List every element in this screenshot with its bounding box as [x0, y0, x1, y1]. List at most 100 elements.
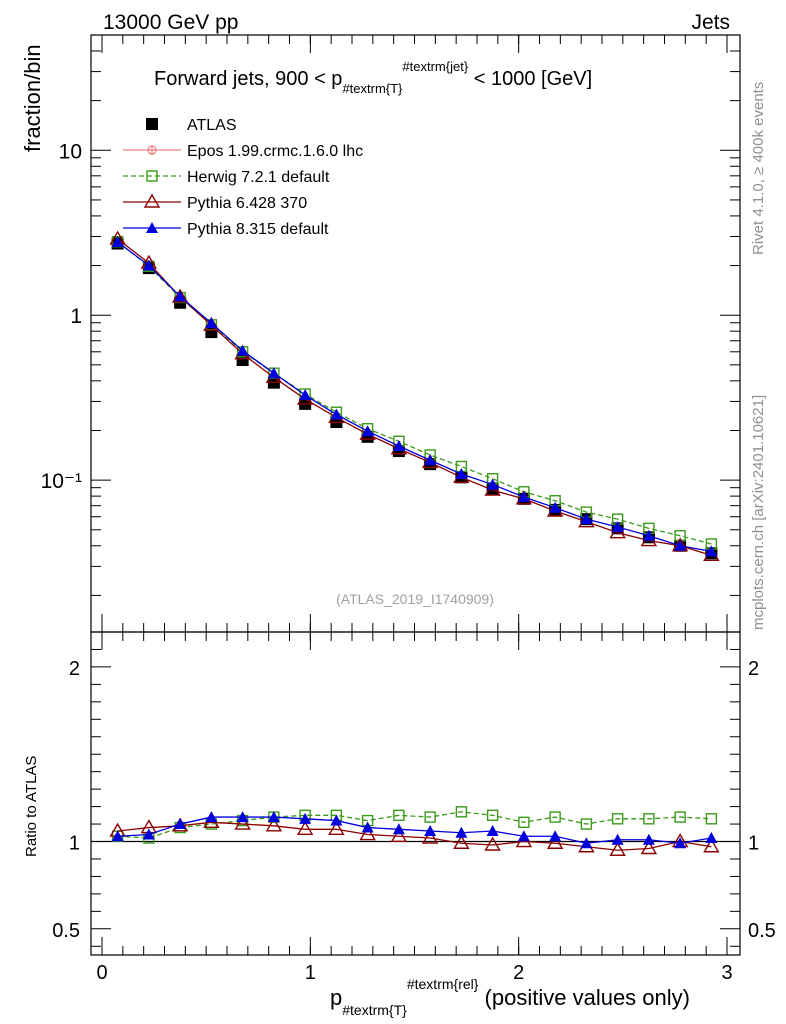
herwig-ratio-point — [518, 816, 530, 829]
pythia8-ratio-point — [299, 812, 312, 824]
pythia8-data-point — [267, 367, 280, 379]
x-tick-label: 2 — [513, 962, 524, 984]
pythia8-ratio-point — [517, 830, 530, 842]
pythia8-data-point — [299, 389, 312, 401]
herwig-ratio-point — [674, 811, 686, 823]
ratio-tick-label-left: 2 — [69, 658, 80, 680]
pythia8-ratio-point — [549, 830, 562, 842]
ratio-tick-label-right: 2 — [748, 658, 759, 680]
herwig-ratio-point — [549, 811, 561, 823]
pythia6-ratio-point — [359, 826, 376, 841]
legend-label-pythia6: Pythia 6.428 370 — [187, 195, 307, 212]
pythia8-ratio-point — [486, 825, 499, 837]
legend-label-herwig: Herwig 7.2.1 default — [187, 169, 330, 186]
y-tick-label: 10⁻¹ — [41, 470, 82, 493]
pythia8-data-point — [674, 539, 687, 551]
pythia6-data-point — [171, 288, 189, 303]
pythia8-ratio-point — [142, 828, 155, 840]
legend-label-pythia8: Pythia 8.315 default — [187, 221, 329, 238]
pythia6-ratio-point — [640, 840, 658, 855]
legend-marker-pythia6 — [143, 193, 161, 208]
pythia8-ratio-point — [392, 823, 405, 835]
pythia6-ratio-point — [328, 820, 345, 835]
legend-marker-herwig — [146, 170, 158, 182]
pythia8-data-point — [455, 467, 468, 479]
pythia8-data-point — [486, 478, 499, 490]
legend-label-epos: Epos 1.99.crmc.1.6.0 lhc — [187, 143, 363, 160]
pythia8-ratio-point — [205, 811, 218, 823]
legend-label-atlas: ATLAS — [187, 117, 237, 134]
legend: ATLAS Epos 1.99.crmc.1.6.0 lhc Herwig 7.2.… — [123, 117, 363, 238]
pythia8-ratio-line — [117, 816, 712, 844]
legend-marker-atlas — [146, 118, 158, 130]
pythia8-ratio-point — [674, 837, 687, 849]
x-tick-label: 0 — [96, 962, 107, 984]
header-energy: 13000 GeV pp — [103, 11, 238, 34]
pythia8-data-point — [392, 440, 405, 452]
pythia8-data-point — [142, 259, 155, 271]
ratio-tick-label-right: 0.5 — [748, 920, 776, 942]
rivet-version-label: Rivet 4.1.0, ≥ 400k events — [750, 82, 767, 255]
x-axis-label: p#textrm{T}#textrm{rel} (positive values… — [330, 976, 690, 1018]
pythia8-ratio-point — [236, 811, 249, 823]
pythia6-series-line — [117, 238, 712, 556]
ratio-tick-label-left: 0.5 — [52, 920, 80, 942]
x-tick-label: 1 — [305, 962, 316, 984]
pythia8-ratio-point — [424, 825, 437, 837]
pythia8-data-point — [174, 290, 187, 302]
pythia8-data-point — [705, 545, 718, 557]
pythia8-data-point — [517, 491, 530, 503]
herwig-ratio-point — [705, 813, 718, 825]
pythia8-ratio-point — [111, 830, 124, 842]
y-tick-label: 1 — [70, 305, 82, 328]
herwig-ratio-point — [486, 809, 499, 822]
pythia8-data-point — [611, 520, 624, 532]
pythia8-data-point — [205, 317, 218, 329]
pythia8-data-point — [330, 408, 343, 420]
ratio-tick-label-right: 1 — [748, 833, 759, 855]
pythia8-ratio-point — [611, 833, 624, 845]
ratio-tick-label-left: 1 — [69, 833, 80, 855]
pythia8-data-point — [424, 454, 437, 466]
axis-ticks: 0 1 2 3 10⁻¹ 1 10 0.5 0.5 1 1 2 2 — [41, 34, 776, 984]
x-tick-label: 3 — [721, 962, 732, 984]
pythia6-ratio-point — [703, 838, 720, 853]
header-category: Jets — [691, 11, 730, 34]
herwig-ratio-point — [580, 818, 593, 830]
herwig-ratio-point — [611, 813, 624, 825]
pythia8-data-point — [642, 529, 655, 541]
pythia6-ratio-point — [453, 834, 470, 849]
herwig-ratio-point — [455, 806, 468, 818]
pythia8-ratio-point — [330, 814, 343, 826]
analysis-id-label: (ATLAS_2019_I1740909) — [336, 591, 494, 607]
pythia8-data-point — [236, 344, 249, 356]
ratio-plot-frame — [90, 631, 741, 956]
pythia8-ratio-point — [267, 811, 280, 823]
pythia6-ratio-point — [484, 836, 501, 851]
ratio-y-axis-label: Ratio to ATLAS — [23, 756, 40, 857]
herwig-ratio-point — [393, 809, 405, 822]
pythia8-ratio-point — [455, 826, 468, 838]
pythia6-ratio-point — [265, 817, 283, 832]
pythia6-ratio-point — [546, 834, 564, 849]
y-tick-label: 10 — [59, 140, 82, 163]
pythia6-ratio-point — [390, 827, 408, 842]
pythia6-ratio-point — [609, 841, 626, 856]
ratio-series — [109, 806, 720, 856]
pythia6-ratio-point — [234, 815, 251, 830]
pythia8-series-line — [117, 241, 712, 552]
herwig-ratio-point — [643, 813, 655, 825]
legend-marker-pythia8 — [146, 222, 158, 233]
pythia6-ratio-point — [296, 820, 314, 835]
y-axis-label: fraction/bin — [20, 44, 45, 152]
pythia8-data-point — [549, 501, 562, 513]
pythia6-ratio-point — [421, 829, 439, 844]
main-series — [109, 230, 720, 562]
pythia8-ratio-point — [361, 821, 374, 833]
plot-title: Forward jets, 900 < p#textrm{T}#textrm{j… — [154, 59, 592, 96]
pythia8-ratio-point — [174, 818, 187, 830]
pythia8-ratio-point — [642, 833, 655, 845]
pythia8-data-point — [111, 235, 124, 247]
pythia8-ratio-point — [580, 837, 593, 849]
